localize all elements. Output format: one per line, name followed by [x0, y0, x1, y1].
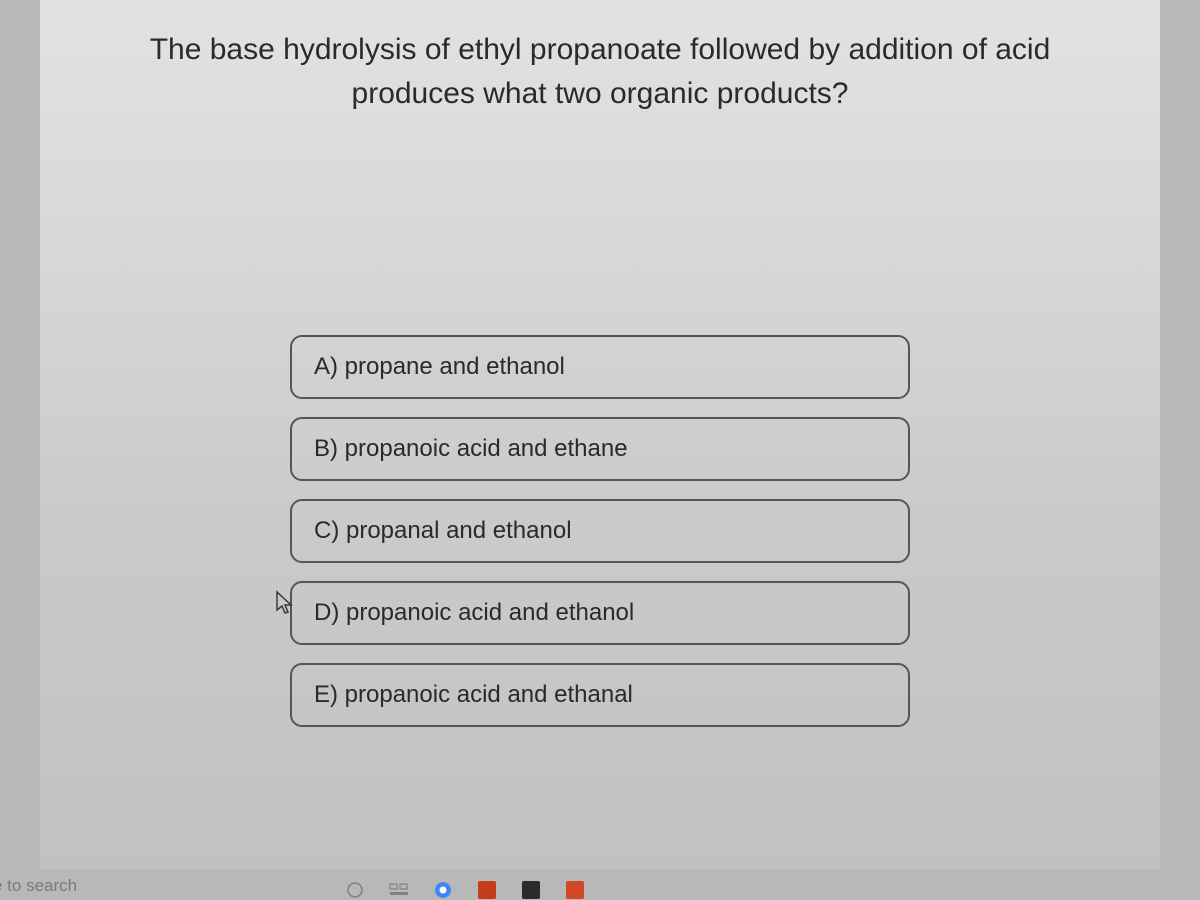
option-e[interactable]: E) propanoic acid and ethanal: [290, 663, 910, 727]
taskbar-fragment: [345, 880, 585, 900]
option-c[interactable]: C) propanal and ethanol: [290, 499, 910, 563]
chrome-icon[interactable]: [433, 880, 453, 900]
app-icon-orange[interactable]: [565, 880, 585, 900]
search-text-fragment: e to search: [0, 872, 85, 900]
cortana-icon[interactable]: [345, 880, 365, 900]
option-d[interactable]: D) propanoic acid and ethanol: [290, 581, 910, 645]
cursor-icon: [275, 590, 295, 621]
app-icon-dark[interactable]: [521, 880, 541, 900]
task-view-icon[interactable]: [389, 880, 409, 900]
app-icon-red[interactable]: [477, 880, 497, 900]
quiz-container: The base hydrolysis of ethyl propanoate …: [40, 0, 1160, 870]
question-text: The base hydrolysis of ethyl propanoate …: [120, 28, 1080, 115]
option-b[interactable]: B) propanoic acid and ethane: [290, 417, 910, 481]
option-a[interactable]: A) propane and ethanol: [290, 335, 910, 399]
options-container: A) propane and ethanol B) propanoic acid…: [120, 335, 1080, 727]
